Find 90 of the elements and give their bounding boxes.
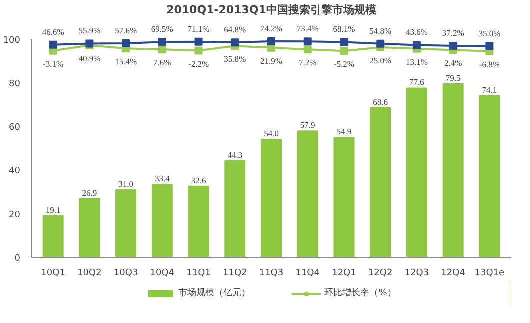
data-label: 43.6% [406, 27, 428, 38]
data-label: 7.6% [154, 58, 172, 68]
data-label: 54.0 [264, 128, 279, 139]
y-tick-label: 0 [14, 254, 21, 264]
data-label: 74.1 [482, 84, 498, 95]
x-tick-label: 12Q4 [441, 268, 466, 278]
data-label: 68.6 [373, 96, 388, 107]
data-label: -5.2% [334, 59, 355, 70]
data-label: 33.4 [154, 174, 171, 184]
point [194, 46, 203, 55]
data-label: 13.1% [406, 56, 428, 67]
point [158, 46, 166, 54]
bar [116, 189, 137, 258]
data-label: 35.0% [478, 28, 501, 38]
bar [479, 95, 500, 258]
legend-label: 市场规模（亿元） [178, 287, 251, 300]
point [304, 46, 312, 54]
data-label: 77.6 [410, 77, 424, 88]
x-tick-label: 12Q2 [368, 268, 393, 278]
data-label: 37.2% [442, 28, 464, 38]
y-tick-label: 40 [9, 166, 21, 177]
data-label: 79.5 [446, 73, 461, 84]
y-tick-label: 60 [9, 123, 21, 134]
x-tick-label: 11Q4 [296, 268, 320, 278]
data-label: 2.4% [444, 58, 462, 68]
data-label: 19.1 [46, 204, 61, 215]
data-label: 7.2% [299, 58, 317, 68]
y-tick-label: 20 [9, 210, 21, 220]
bar [79, 198, 100, 258]
x-tick-label: 10Q1 [41, 268, 66, 278]
y-tick-label: 100 [3, 36, 21, 46]
x-tick-label: 11Q3 [259, 268, 284, 278]
point [486, 42, 494, 50]
legend-label: 环比增长率（%） [324, 287, 396, 300]
bar [261, 139, 282, 258]
point [304, 38, 312, 46]
data-label: 64.8% [224, 24, 246, 35]
point [412, 41, 421, 50]
data-label: 73.4% [296, 24, 319, 34]
data-label: -2.2% [188, 58, 210, 69]
data-label: 69.5% [151, 24, 174, 34]
bar [406, 88, 428, 258]
bar [297, 130, 318, 258]
data-label: 32.6 [191, 175, 206, 186]
data-label: 31.0 [118, 178, 134, 189]
data-label: 15.4% [115, 56, 138, 67]
x-tick-label: 11Q1 [186, 268, 211, 278]
data-label: 46.6% [42, 26, 64, 37]
point [340, 47, 348, 56]
bar [42, 215, 64, 258]
data-label: 57.6% [115, 26, 138, 36]
data-label: -6.8% [479, 59, 500, 70]
data-label: 54.9 [336, 126, 352, 137]
data-label: 68.1% [333, 24, 356, 34]
bar [442, 84, 464, 258]
point [231, 38, 240, 47]
data-label: 44.3 [228, 150, 243, 160]
data-label: 35.8% [224, 54, 246, 64]
point [194, 38, 203, 46]
data-label: 54.8% [370, 26, 392, 36]
bar [370, 107, 392, 258]
x-tick-label: 10Q2 [78, 268, 102, 278]
bar [188, 186, 210, 258]
data-label: 26.9 [82, 188, 98, 198]
data-label: 40.9% [78, 54, 101, 64]
x-tick-label: 11Q2 [223, 268, 248, 278]
data-label: -3.1% [43, 58, 64, 69]
point [340, 38, 348, 46]
x-tick-label: 12Q3 [404, 268, 430, 278]
data-label: 74.2% [260, 24, 282, 34]
data-label: 57.9 [300, 120, 316, 130]
data-label: 25.0% [370, 55, 392, 66]
point [122, 40, 130, 48]
x-tick-label: 10Q4 [150, 268, 175, 278]
point [158, 38, 166, 46]
point [268, 38, 276, 46]
data-label: 55.9% [78, 26, 101, 36]
point [449, 42, 458, 50]
y-tick-label: 80 [9, 79, 21, 90]
data-label: 71.1% [188, 24, 210, 34]
bar [224, 160, 246, 258]
chart-title: 2010Q1-2013Q1中国搜索引擎市场规模 [166, 4, 378, 16]
x-tick-label: 12Q1 [332, 268, 356, 278]
x-tick-label: 10Q3 [114, 268, 138, 278]
bar [152, 184, 173, 258]
x-tick-label: 13Q1e [474, 268, 506, 278]
point [376, 40, 385, 48]
bar [334, 137, 355, 258]
point [49, 40, 58, 49]
data-label: 21.9% [260, 56, 282, 66]
